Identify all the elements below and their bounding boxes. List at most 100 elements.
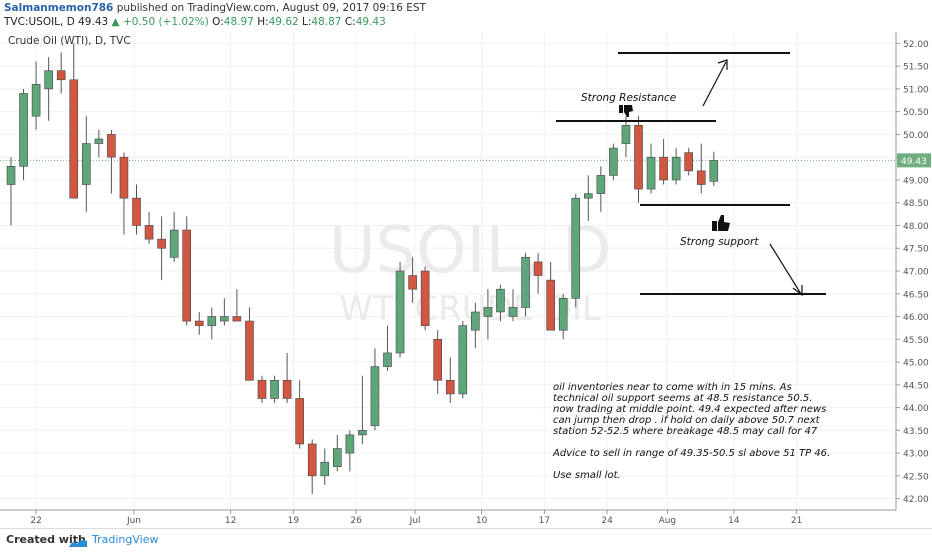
y-tick-label: 42.50 [903, 472, 929, 482]
candle[interactable] [194, 311, 204, 335]
y-tick-label: 46.00 [903, 313, 929, 323]
candle[interactable] [571, 193, 581, 308]
candle[interactable] [345, 430, 355, 472]
candle[interactable] [596, 166, 606, 212]
candle-body [671, 156, 681, 181]
candle[interactable] [144, 211, 154, 244]
candle[interactable] [483, 289, 493, 340]
candle-body [659, 156, 668, 181]
candle[interactable] [671, 148, 681, 185]
candle-body [483, 307, 493, 317]
candle-body [395, 270, 405, 354]
candle[interactable] [395, 261, 405, 358]
candle-body [320, 461, 330, 477]
candle[interactable] [44, 57, 53, 121]
candle[interactable] [558, 293, 568, 340]
candle-body [257, 379, 267, 399]
note-line: station 52-52.5 where breakage 48.5 may … [553, 426, 818, 437]
candle[interactable] [621, 116, 631, 158]
candle[interactable] [696, 143, 706, 194]
candle[interactable] [709, 151, 719, 186]
tradingview-brand[interactable]: TradingView [92, 533, 159, 546]
candle[interactable] [19, 88, 28, 180]
candle[interactable] [445, 357, 455, 404]
candle[interactable] [458, 321, 468, 399]
candle-body [194, 320, 204, 326]
candle[interactable] [157, 216, 166, 281]
candle[interactable] [332, 434, 342, 472]
x-tick-label: Jun [126, 516, 141, 526]
axes: 42.00 42.50 43.00 43.50 44.00 44.50 45.00 45.50… [0, 32, 931, 526]
candle[interactable] [370, 348, 380, 431]
publish-line: Salmanmemon786 published on TradingView.… [4, 2, 426, 14]
candle-body [358, 430, 367, 436]
candle[interactable] [69, 43, 79, 199]
candle[interactable] [94, 129, 104, 158]
author-link[interactable]: Salmanmemon786 [4, 2, 114, 14]
analysis-note: oil inventories near to come with in 15 … [552, 382, 830, 481]
footer: Created with TradingView [0, 528, 932, 551]
candle[interactable] [609, 143, 618, 180]
candle-body [345, 434, 355, 454]
candle[interactable] [433, 330, 443, 394]
candle[interactable] [684, 148, 694, 176]
candle-body [521, 257, 530, 308]
candle[interactable] [232, 289, 242, 322]
candle[interactable] [546, 261, 555, 331]
candle[interactable] [257, 375, 267, 404]
candle[interactable] [659, 138, 668, 185]
candle-body [69, 79, 79, 199]
candle[interactable] [169, 211, 179, 262]
candle-body [232, 316, 242, 322]
candle[interactable] [31, 61, 41, 130]
candle-body [370, 366, 380, 427]
candle[interactable] [245, 307, 254, 381]
candle[interactable] [107, 129, 116, 194]
candle[interactable] [521, 252, 530, 317]
candle[interactable] [358, 375, 367, 444]
candle[interactable] [533, 252, 543, 294]
thumbs-down-icon [619, 105, 633, 117]
y-tick-label: 48.00 [903, 222, 929, 232]
candle[interactable] [320, 448, 330, 485]
candle[interactable] [282, 352, 292, 404]
candle[interactable] [295, 380, 304, 449]
candle[interactable] [634, 116, 643, 203]
candle[interactable] [220, 298, 229, 326]
y-tick-label: 47.00 [903, 268, 929, 278]
y-tick-label: 43.50 [903, 427, 929, 437]
candle[interactable] [383, 325, 392, 372]
x-tick-label: 14 [728, 516, 740, 526]
candle[interactable] [420, 266, 430, 331]
close-value: 49.43 [355, 16, 386, 28]
candle[interactable] [646, 143, 656, 194]
candle-body [583, 193, 593, 199]
candle[interactable] [6, 157, 16, 226]
candle[interactable] [583, 175, 593, 221]
ohlc-line: TVC:USOIL, D 49.43 ▲ +0.50 (+1.02%) O:48… [4, 16, 386, 28]
candle[interactable] [132, 184, 141, 235]
candle[interactable] [56, 52, 66, 94]
candle[interactable] [270, 375, 279, 404]
candle-body [94, 138, 104, 144]
candle[interactable] [496, 284, 505, 322]
candle[interactable] [119, 152, 129, 235]
candle[interactable] [82, 116, 91, 212]
candle[interactable] [508, 289, 518, 322]
candle-body [307, 443, 317, 477]
candle[interactable] [182, 216, 191, 326]
note-line: Use small lot. [553, 470, 621, 481]
price-chart[interactable]: USOIL, D WTI CRUDE OIL Crude Oil (WTI), … [0, 32, 932, 528]
y-tick-label: 47.50 [903, 245, 929, 255]
candle-body [496, 288, 505, 313]
candle[interactable] [408, 257, 417, 303]
candle-body [19, 93, 28, 167]
candle[interactable] [307, 439, 317, 495]
candle[interactable] [471, 302, 480, 349]
candle-body [458, 325, 468, 395]
candle-body [558, 298, 568, 331]
x-tick-label: Aug [659, 516, 677, 526]
candle[interactable] [207, 307, 217, 340]
x-tick-label: 21 [791, 516, 802, 526]
note-line: oil inventories near to come with in 15 … [553, 382, 792, 393]
